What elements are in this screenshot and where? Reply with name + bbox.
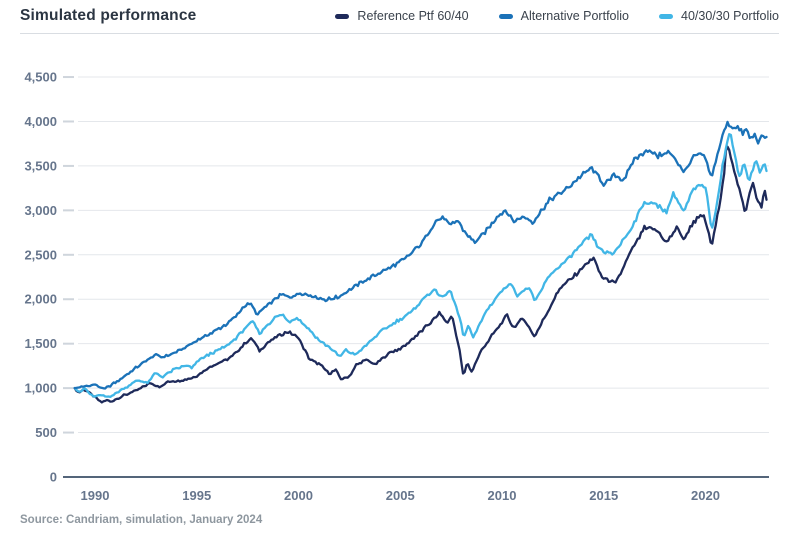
legend-marker-reference-icon [335, 13, 350, 19]
legend-label-alternative: Alternative Portfolio [520, 9, 629, 23]
y-tick-label: 4,500 [24, 70, 57, 85]
x-tick-label: 1995 [182, 488, 211, 503]
chart-title: Simulated performance [20, 7, 197, 24]
y-tick-label: 3,500 [24, 158, 57, 173]
y-tick-label: 1,000 [24, 381, 57, 396]
y-tick-label: 500 [35, 425, 57, 440]
source-note: Source: Candriam, simulation, January 20… [20, 514, 263, 526]
header-divider [20, 33, 779, 34]
legend-item-alternative: Alternative Portfolio [498, 9, 629, 23]
x-tick-label: 2020 [691, 488, 720, 503]
x-tick-label: 2000 [284, 488, 313, 503]
x-tick-label: 1990 [81, 488, 110, 503]
legend-item-403030: 40/30/30 Portfolio [659, 9, 779, 23]
series-line-403030 [73, 133, 768, 399]
y-tick-label: 2,000 [24, 292, 57, 307]
legend-label-reference: Reference Ptf 60/40 [357, 9, 469, 23]
y-tick-label: 4,000 [24, 114, 57, 129]
legend-item-reference: Reference Ptf 60/40 [335, 9, 469, 23]
series-line-reference [73, 145, 768, 404]
chart-legend: Reference Ptf 60/40 Alternative Portfoli… [335, 9, 779, 23]
y-tick-label: 0 [50, 470, 57, 485]
series-line-alternative [73, 120, 768, 390]
y-tick-label: 1,500 [24, 336, 57, 351]
legend-marker-403030-icon [659, 13, 673, 19]
legend-marker-alternative-icon [498, 13, 513, 19]
x-tick-label: 2015 [589, 488, 618, 503]
y-tick-label: 2,500 [24, 247, 57, 262]
x-tick-label: 2005 [386, 488, 415, 503]
y-tick-label: 3,000 [24, 203, 57, 218]
legend-label-403030: 40/30/30 Portfolio [681, 9, 779, 23]
x-tick-label: 2010 [488, 488, 517, 503]
